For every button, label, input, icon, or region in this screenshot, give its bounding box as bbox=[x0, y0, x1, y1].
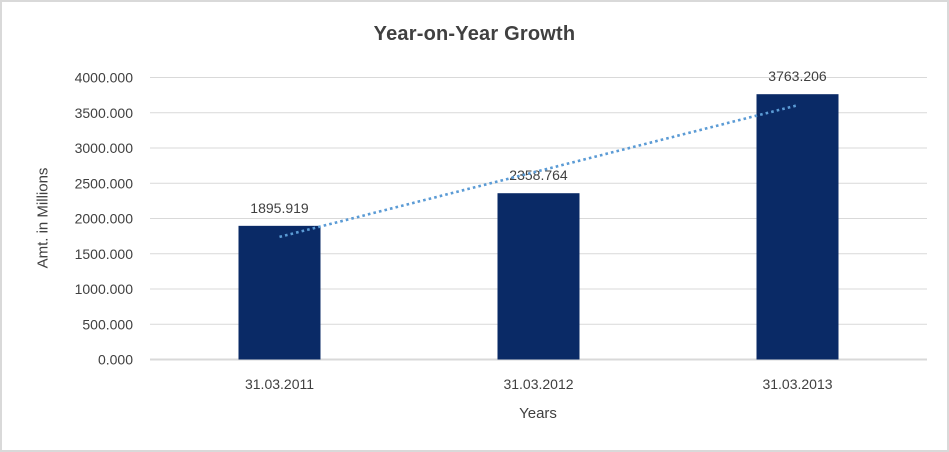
y-tick-label: 4000.000 bbox=[75, 70, 134, 86]
y-tick-label: 2500.000 bbox=[75, 175, 134, 191]
data-label: 2358.764 bbox=[509, 167, 568, 183]
y-tick-label: 0.000 bbox=[98, 352, 133, 368]
y-tick-label: 2000.000 bbox=[75, 211, 134, 227]
y-tick-label: 1000.000 bbox=[75, 281, 134, 297]
y-tick-label: 3500.000 bbox=[75, 105, 134, 121]
y-tick-label: 1500.000 bbox=[75, 246, 134, 262]
y-tick-label: 500.000 bbox=[82, 316, 133, 332]
bar-31.03.2012 bbox=[497, 193, 580, 360]
x-tick-label: 31.03.2012 bbox=[503, 376, 573, 392]
data-label: 1895.919 bbox=[250, 200, 309, 216]
x-tick-label: 31.03.2011 bbox=[245, 376, 314, 392]
trendline bbox=[279, 103, 798, 239]
x-tick-label: 31.03.2013 bbox=[762, 376, 832, 392]
data-label: 3763.206 bbox=[768, 68, 827, 84]
chart-title: Year-on-Year Growth bbox=[373, 23, 576, 45]
bar-31.03.2011 bbox=[238, 225, 321, 360]
x-axis-title: Years bbox=[519, 405, 557, 422]
y-tick-label: 3000.000 bbox=[75, 140, 134, 156]
bar-31.03.2013 bbox=[756, 94, 839, 360]
